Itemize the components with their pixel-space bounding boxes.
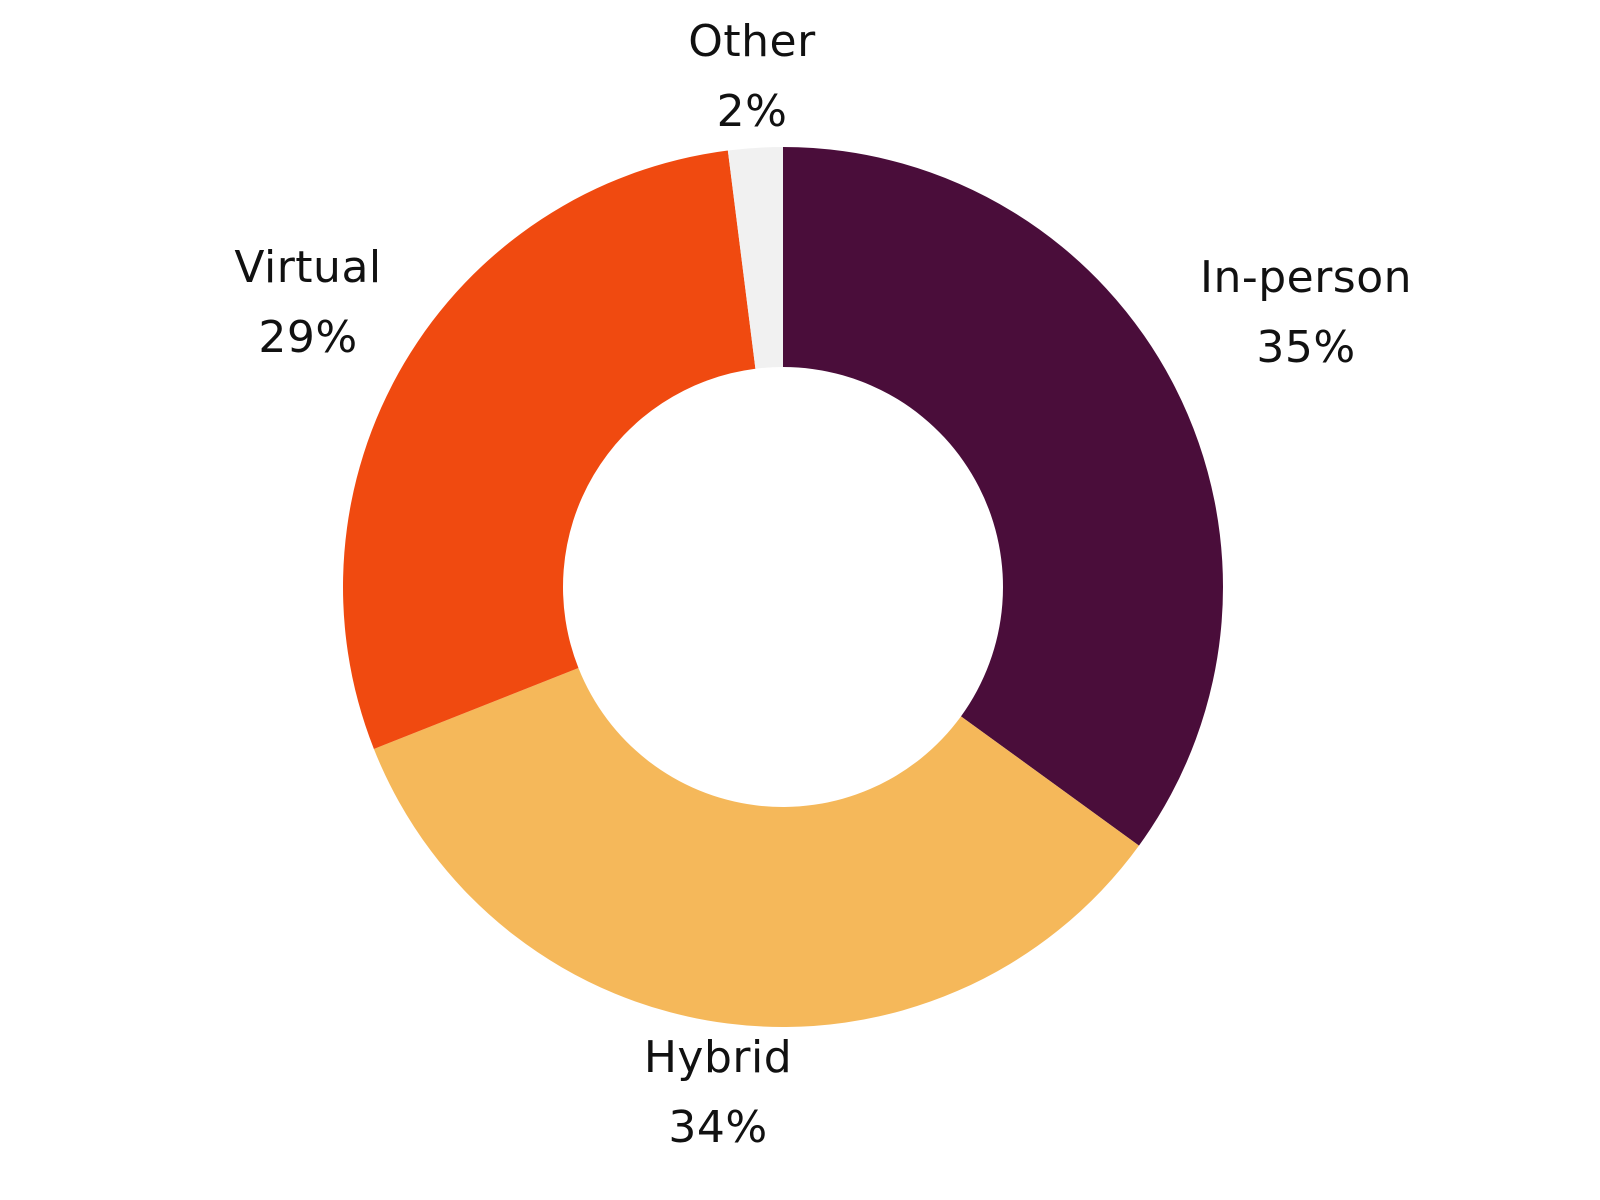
label-in-person-pct: 35% bbox=[1256, 322, 1356, 373]
label-other-pct: 2% bbox=[716, 86, 788, 137]
label-virtual-name: Virtual bbox=[234, 242, 382, 293]
label-virtual-pct: 29% bbox=[258, 312, 358, 363]
slice-in-person bbox=[783, 147, 1223, 846]
donut-slices bbox=[343, 147, 1223, 1027]
label-virtual: Virtual 29% bbox=[234, 240, 381, 366]
slice-hybrid bbox=[373, 667, 1139, 1027]
slice-other bbox=[727, 147, 783, 369]
label-in-person: In-person 35% bbox=[1200, 250, 1412, 376]
label-hybrid-pct: 34% bbox=[668, 1102, 768, 1153]
label-other-name: Other bbox=[688, 16, 816, 67]
label-in-person-name: In-person bbox=[1199, 252, 1413, 303]
label-other: Other 2% bbox=[688, 14, 815, 140]
label-hybrid: Hybrid 34% bbox=[644, 1030, 792, 1156]
slice-virtual bbox=[343, 150, 756, 749]
label-hybrid-name: Hybrid bbox=[643, 1032, 793, 1083]
